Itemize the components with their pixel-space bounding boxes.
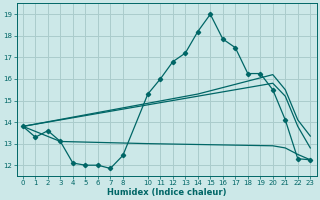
X-axis label: Humidex (Indice chaleur): Humidex (Indice chaleur): [107, 188, 226, 197]
